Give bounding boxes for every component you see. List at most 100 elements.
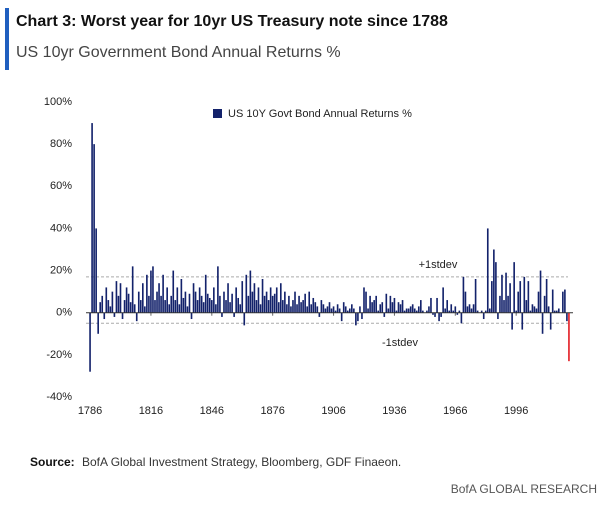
bar [233, 312, 235, 317]
x-tick-label: 1936 [382, 405, 406, 417]
bar [351, 304, 353, 313]
source-label: Source: [30, 455, 75, 469]
bar [188, 293, 191, 313]
bar [215, 304, 217, 313]
bar [217, 266, 219, 313]
bar [336, 304, 339, 313]
y-tick-label: 0% [56, 307, 72, 319]
bar [338, 308, 341, 313]
bar [519, 281, 522, 313]
bar [172, 270, 175, 313]
bar [464, 291, 467, 313]
bar [484, 310, 487, 313]
bar [284, 291, 286, 313]
bar [342, 302, 345, 313]
bar [499, 295, 501, 313]
bar [381, 302, 384, 313]
bar [474, 279, 477, 313]
reference-label: +1stdev [419, 259, 458, 271]
bar [391, 302, 394, 313]
bar [440, 312, 442, 317]
bar [422, 310, 424, 313]
bar [314, 302, 317, 313]
bar [553, 310, 556, 313]
bar [543, 295, 546, 313]
bar [290, 306, 292, 313]
bar [273, 293, 276, 313]
bar [253, 283, 256, 313]
bar [555, 310, 558, 313]
bar [292, 300, 294, 313]
bar [312, 297, 315, 313]
bar [180, 279, 183, 313]
bar [497, 312, 499, 320]
bar [139, 300, 142, 313]
bar [383, 312, 386, 317]
bar [434, 312, 436, 317]
bar [501, 274, 503, 313]
y-tick-label: 80% [50, 138, 72, 150]
bar [403, 310, 406, 313]
bar [251, 291, 254, 313]
bar [249, 270, 252, 313]
bar [541, 312, 544, 334]
bar [328, 302, 331, 313]
bar [219, 295, 221, 313]
bar [401, 300, 404, 313]
bar [225, 300, 227, 313]
bar [279, 283, 282, 313]
bar [432, 312, 434, 315]
bar [286, 304, 288, 313]
bar [184, 291, 187, 313]
legend-swatch [213, 109, 222, 118]
bar [170, 295, 173, 313]
bar [527, 281, 530, 313]
bar [150, 270, 152, 313]
x-tick-label: 1786 [78, 405, 102, 417]
bar [296, 304, 298, 313]
bar [156, 291, 158, 313]
bar [267, 300, 270, 313]
bar [99, 302, 102, 313]
bar [223, 291, 225, 313]
bar [568, 312, 570, 362]
bar [308, 291, 311, 313]
bar [213, 287, 215, 313]
bar [566, 312, 568, 322]
bar [486, 228, 489, 313]
bar [105, 287, 108, 313]
bar [564, 289, 566, 313]
bar [176, 287, 179, 313]
bar [361, 312, 363, 320]
bar [551, 289, 554, 313]
bar [557, 308, 560, 313]
bar [488, 308, 491, 313]
bar [448, 310, 451, 313]
bar [164, 300, 166, 313]
bar [277, 302, 280, 313]
y-tick-label: 60% [50, 180, 72, 192]
bar [476, 310, 479, 313]
bar [302, 300, 304, 313]
bar [275, 287, 278, 313]
bar [531, 304, 534, 313]
bar [131, 266, 134, 313]
bar [353, 308, 355, 313]
bar [241, 281, 244, 313]
bar [190, 312, 193, 320]
bar [229, 302, 231, 313]
bar [271, 295, 274, 313]
bar [282, 300, 284, 313]
bar [413, 308, 416, 313]
bar [298, 295, 300, 313]
bar [537, 291, 540, 313]
bar [367, 308, 369, 313]
bar [227, 283, 229, 313]
bar [511, 312, 513, 330]
x-tick-label: 1846 [200, 405, 224, 417]
bar [515, 310, 517, 313]
bar [529, 310, 532, 313]
bar [255, 300, 258, 313]
bar [310, 304, 313, 313]
bar [160, 295, 162, 313]
